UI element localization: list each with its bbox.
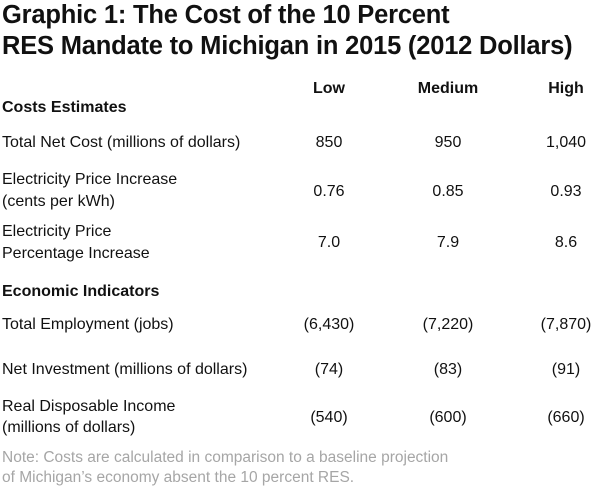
cell-value: 950 [434,134,462,151]
cell-value: (660) [547,409,585,426]
cell-value: 0.93 [550,183,582,200]
row-label-line-1: Real Disposable Income [2,398,176,415]
column-header-high: High [548,80,584,97]
cell-value: (83) [433,361,463,378]
cell-value: 0.85 [432,183,464,200]
row-label: Electricity Price Percentage Increase [2,221,150,265]
title-line-2: RES Mandate to Michigan in 2015 (2012 Do… [2,32,573,60]
cell-value: 1,040 [545,134,587,151]
column-header-medium: Medium [417,80,479,97]
row-label-line-2: (millions of dollars) [2,419,136,436]
footnote: Note: Costs are calculated in comparison… [2,448,448,488]
row-label-line-2: Percentage Increase [2,245,150,262]
cell-value: 8.6 [554,234,578,251]
row-label-line-1: Electricity Price [2,223,112,240]
row-label: Total Net Cost (millions of dollars) [2,134,241,151]
footnote-line-1: Note: Costs are calculated in comparison… [2,449,449,466]
cell-value: (6,430) [303,316,355,333]
row-label: Total Employment (jobs) [2,316,174,333]
row-label: Real Disposable Income (millions of doll… [2,396,175,438]
cell-value: (7,220) [422,316,474,333]
cell-value: 7.0 [317,234,341,251]
footnote-line-2: of Michigan’s economy absent the 10 perc… [2,469,355,486]
cell-value: 0.76 [313,183,345,200]
cell-value: (600) [429,409,467,426]
cell-value: (540) [310,409,348,426]
section-heading-costs: Costs Estimates [2,99,127,116]
row-label: Electricity Price Increase (cents per kW… [2,169,177,213]
title-line-1: Graphic 1: The Cost of the 10 Percent [2,1,450,29]
page-title: Graphic 1: The Cost of the 10 Percent RE… [2,0,573,62]
cell-value: (74) [314,361,344,378]
cell-value: 7.9 [436,234,460,251]
column-header-low: Low [313,80,345,97]
row-label-line-2: (cents per kWh) [2,193,115,210]
row-label: Net Investment (millions of dollars) [2,361,248,378]
cell-value: (7,870) [540,316,592,333]
section-heading-economic: Economic Indicators [2,283,160,300]
row-label-line-1: Electricity Price Increase [2,171,178,188]
cell-value: 850 [315,134,343,151]
cell-value: (91) [551,361,581,378]
